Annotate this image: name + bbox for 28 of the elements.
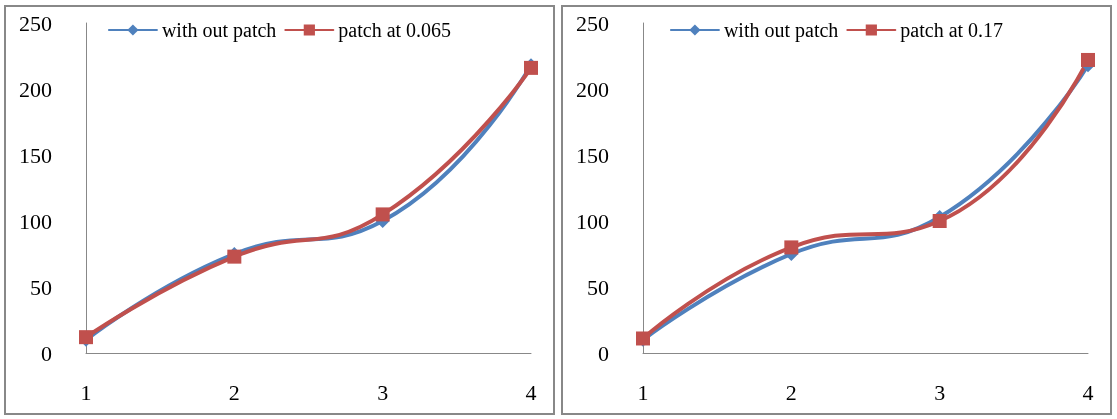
x-tick-label: 3 xyxy=(934,379,946,405)
y-tick-label: 150 xyxy=(19,142,52,168)
x-tick-label: 4 xyxy=(1082,379,1094,405)
legend-label: patch at 0.17 xyxy=(900,19,1004,42)
x-tick-label: 2 xyxy=(785,379,797,405)
y-tick-label: 100 xyxy=(576,208,609,234)
y-tick-label: 250 xyxy=(19,10,52,36)
y-tick-label: 0 xyxy=(598,340,609,366)
y-tick-label: 250 xyxy=(576,10,609,36)
x-tick-label: 1 xyxy=(80,379,92,405)
point xyxy=(1081,52,1095,67)
x-tick-label: 2 xyxy=(228,379,240,405)
x-tick-label: 1 xyxy=(637,379,649,405)
legend-label: with out patch xyxy=(161,19,277,42)
y-tick-label: 200 xyxy=(19,76,52,102)
point xyxy=(932,214,947,228)
y-tick-label: 150 xyxy=(576,142,609,168)
y-tick-label: 100 xyxy=(19,208,52,234)
y-tick-label: 50 xyxy=(30,274,52,300)
y-tick-label: 50 xyxy=(587,274,609,300)
y-tick-label: 0 xyxy=(41,340,52,366)
point xyxy=(784,240,799,255)
point xyxy=(375,207,390,222)
legend-label: with out patch xyxy=(723,19,839,42)
x-tick-label: 4 xyxy=(525,379,537,405)
legend-label: patch at 0.065 xyxy=(338,19,452,42)
y-tick-label: 200 xyxy=(576,76,609,102)
x-tick-label: 3 xyxy=(377,379,389,405)
